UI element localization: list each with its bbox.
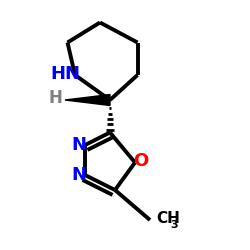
Polygon shape — [65, 94, 110, 106]
Text: 3: 3 — [170, 220, 178, 230]
Text: H: H — [48, 89, 62, 107]
Text: HN: HN — [50, 65, 80, 83]
Text: CH: CH — [156, 211, 180, 226]
Text: N: N — [71, 136, 86, 154]
Text: N: N — [71, 166, 86, 184]
Text: O: O — [133, 152, 148, 170]
